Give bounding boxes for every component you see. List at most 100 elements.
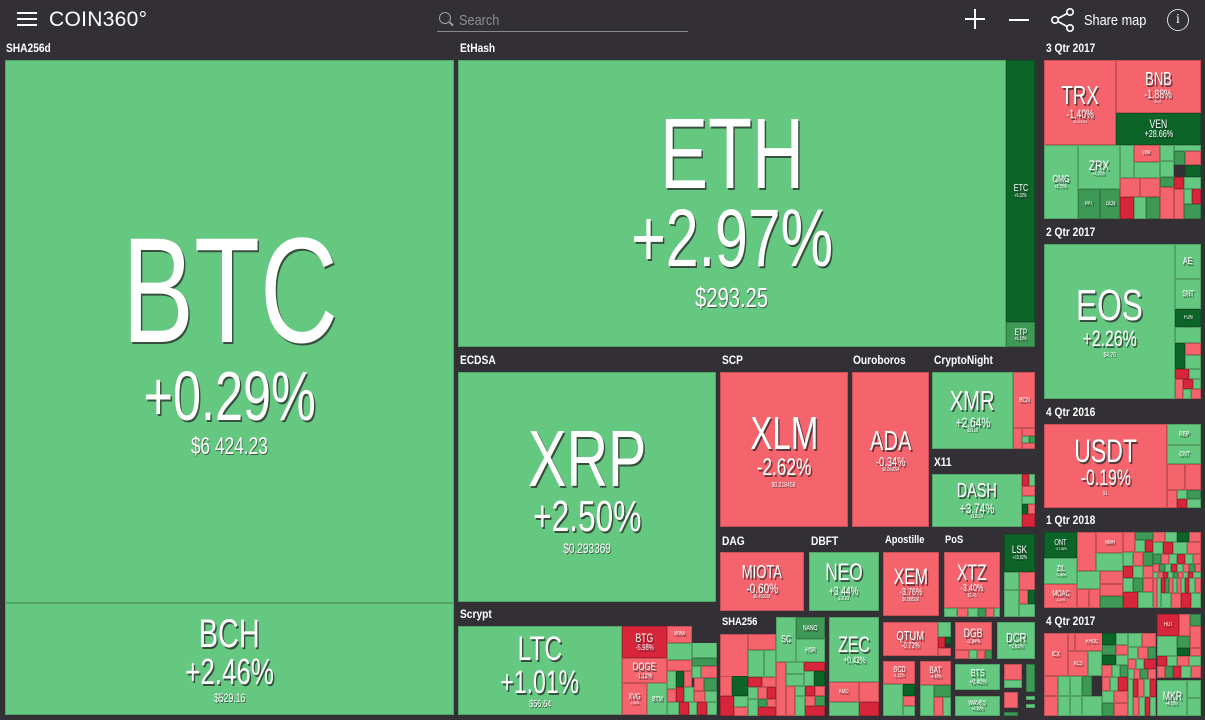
coin-tile-etc[interactable]: ETC +5.32% [1006,60,1035,322]
coin-tile-bts[interactable]: BTS +0.40% [955,664,1000,690]
coin-tile-doge[interactable]: DOGE -1.12% [622,658,667,683]
coin-price: $1 [1103,491,1108,497]
coin-tile-ltc[interactable]: LTC +1.01% $56.64 [458,626,622,715]
small-coins-mosaic [1120,145,1201,219]
coin-symbol: ETP [1014,326,1027,337]
search-box[interactable] [437,8,688,32]
coin-tile-link[interactable]: LINK [1134,145,1160,162]
group-label-cryptonight: CryptoNight [934,353,993,367]
coin-symbol: ZEC [838,632,870,657]
coin-tile-qtum[interactable]: QTUM -0.72% [883,622,938,656]
coin-tile-waves[interactable]: WAVES +0.50% [955,696,1000,716]
coin-price: $56.64 [528,698,552,710]
coin-change: +3.74% [959,500,995,516]
zoom-out-button[interactable] [1009,8,1029,30]
coin-change: +1.01% [500,663,580,700]
coin-tile-mkr[interactable]: MKR +4.78% [1157,680,1187,716]
coin-tile-bcd[interactable]: BCD -1.13% [883,661,915,684]
coin-change: +5.19% [1014,335,1027,342]
coin-symbol: MONA [674,631,685,637]
logo: COIN360° [49,8,148,31]
search-input[interactable] [459,9,646,31]
coin-tile-mona[interactable]: MONA [667,626,692,643]
coin-symbol: REP [1178,431,1190,438]
coin-tile-ppt[interactable]: PPT [1078,189,1100,219]
coin-tile-dcn[interactable]: DCN [1100,189,1120,219]
coin-tile-rhoc[interactable]: RHOC [1075,633,1108,651]
coin-tile-snt[interactable]: SNT [1175,279,1201,309]
coin-tile-eth[interactable]: ETH +2.97% $293.25 [458,60,1006,347]
coin-tile-zil[interactable]: ZIL +1.85% [1044,558,1077,584]
coin-change: -3.40% [960,582,984,594]
coin-tile-ae[interactable]: AE [1175,244,1201,279]
coin-tile-fun[interactable]: FUN [1175,309,1201,327]
coin-tile-lsk[interactable]: LSK +15.82% [1004,534,1035,572]
coin-tile-ven[interactable]: VEN +28.66% [1116,113,1201,145]
coin-tile-trx[interactable]: TRX -1.40% $0.021651 [1044,60,1116,145]
coin-tile-bcn[interactable]: BCN [1013,372,1035,428]
coin-change: +3.44% [829,584,859,598]
coin-symbol: XEM [893,563,929,589]
coin-symbol: MKR [1162,688,1182,703]
coin-tile-btg[interactable]: BTG -5.98% [622,626,667,658]
coin-tile-btm[interactable]: BTM [647,683,667,715]
coin-tile-hsr[interactable]: HSR [796,639,825,662]
coin-tile-xem[interactable]: XEM -3.76% $0.088296 [883,552,939,616]
coin-change: +0.29% [143,356,316,435]
coin-tile-btc[interactable]: BTC +0.29% $6 424.23 [5,60,454,603]
coin-tile-dgb[interactable]: DGB -2.84% [955,622,992,650]
coin-tile-omg[interactable]: OMG +2.75% [1044,145,1078,219]
coin-tile-bch[interactable]: BCH +2.46% $529.16 [5,603,454,715]
coin-tile-etp[interactable]: ETP +5.19% [1006,322,1035,347]
coin-symbol: QTUM [896,627,925,643]
coin-tile-nmh[interactable]: NMH [1096,532,1123,553]
coin-tile-dash[interactable]: DASH +3.74% $136.04 [932,474,1022,527]
coin-tile-usdt[interactable]: USDT -0.19% $1 [1044,424,1167,508]
coin-tile-xmr[interactable]: XMR +2.64% $93.58 [932,372,1013,449]
share-map-button[interactable]: Share map [1050,7,1157,33]
coin-symbol: SNT [1182,289,1194,298]
coin-change: -3.76% [899,586,923,598]
coin-tile-dcr[interactable]: DCR +2.61% [997,622,1035,659]
search-icon [439,12,451,24]
small-coins-mosaic [720,634,776,716]
coin-change: -2.84% [966,639,981,645]
coin-change: -0.34% [875,453,906,469]
coin-tile-xlm[interactable]: XLM -2.62% $0.218458 [720,372,848,527]
coin-tile-moac[interactable]: MOAC -1.31% [1044,584,1077,608]
group-label-2qtr-2017: 2 Qtr 2017 [1046,225,1096,239]
coin-change: +1.01% [1092,170,1106,177]
coin-tile-hot[interactable]: HOT [1157,614,1179,636]
coin-tile-kmd[interactable]: KMD [829,682,859,702]
info-icon[interactable]: i [1167,9,1189,31]
coin-tile-icx[interactable]: ICX [1044,633,1068,676]
coin-symbol: ONT [1054,538,1067,547]
hamburger-menu-icon[interactable] [17,12,37,28]
coin-tile-gnt[interactable]: GNT [1167,445,1201,464]
coin-symbol: ICX [1051,651,1061,658]
coin-tile-ont[interactable]: ONT +17.28% [1044,532,1077,558]
coin-tile-neo[interactable]: NEO +3.44% $16.63 [809,552,879,611]
coin-tile-sc[interactable]: SC [776,617,796,662]
coin-tile-eos[interactable]: EOS +2.26% $4.76 [1044,244,1175,399]
coin-symbol: ETC [1013,182,1028,194]
coin-symbol: MIOTA [741,562,783,582]
coin-tile-xvg[interactable]: XVG -1.60% [622,683,647,715]
coin-tile-miota[interactable]: MIOTA -0.60% $0.456028 [720,552,804,611]
coin-change: +2.26% [1082,326,1137,351]
coin-tile-xrp[interactable]: XRP +2.50% $0.293369 [458,372,716,602]
coin-tile-zec[interactable]: ZEC +0.42% [829,617,879,682]
zoom-in-button[interactable] [964,8,986,30]
coin-tile-nano[interactable]: NANO [796,617,825,639]
coin-tile-bat[interactable]: BAT -4.43% [920,661,951,685]
coin-tile-kcs[interactable]: KCS [1068,651,1088,676]
coin-tile-ada[interactable]: ADA -0.34% $0.069094 [852,372,929,527]
coin-change: +2.97% [631,192,833,284]
coin-price: $0.218458 [772,482,796,489]
coin-tile-bnb[interactable]: BNB -1.88% $9.81 [1116,60,1201,113]
coin-tile-xtz[interactable]: XTZ -3.40% $1.45 [944,552,1000,608]
coin-change: +0.42% [842,655,866,665]
coin-symbol: BCN [1018,396,1030,404]
coin-tile-rep[interactable]: REP [1167,424,1201,445]
coin-tile-zrx[interactable]: ZRX +1.01% [1078,145,1120,189]
